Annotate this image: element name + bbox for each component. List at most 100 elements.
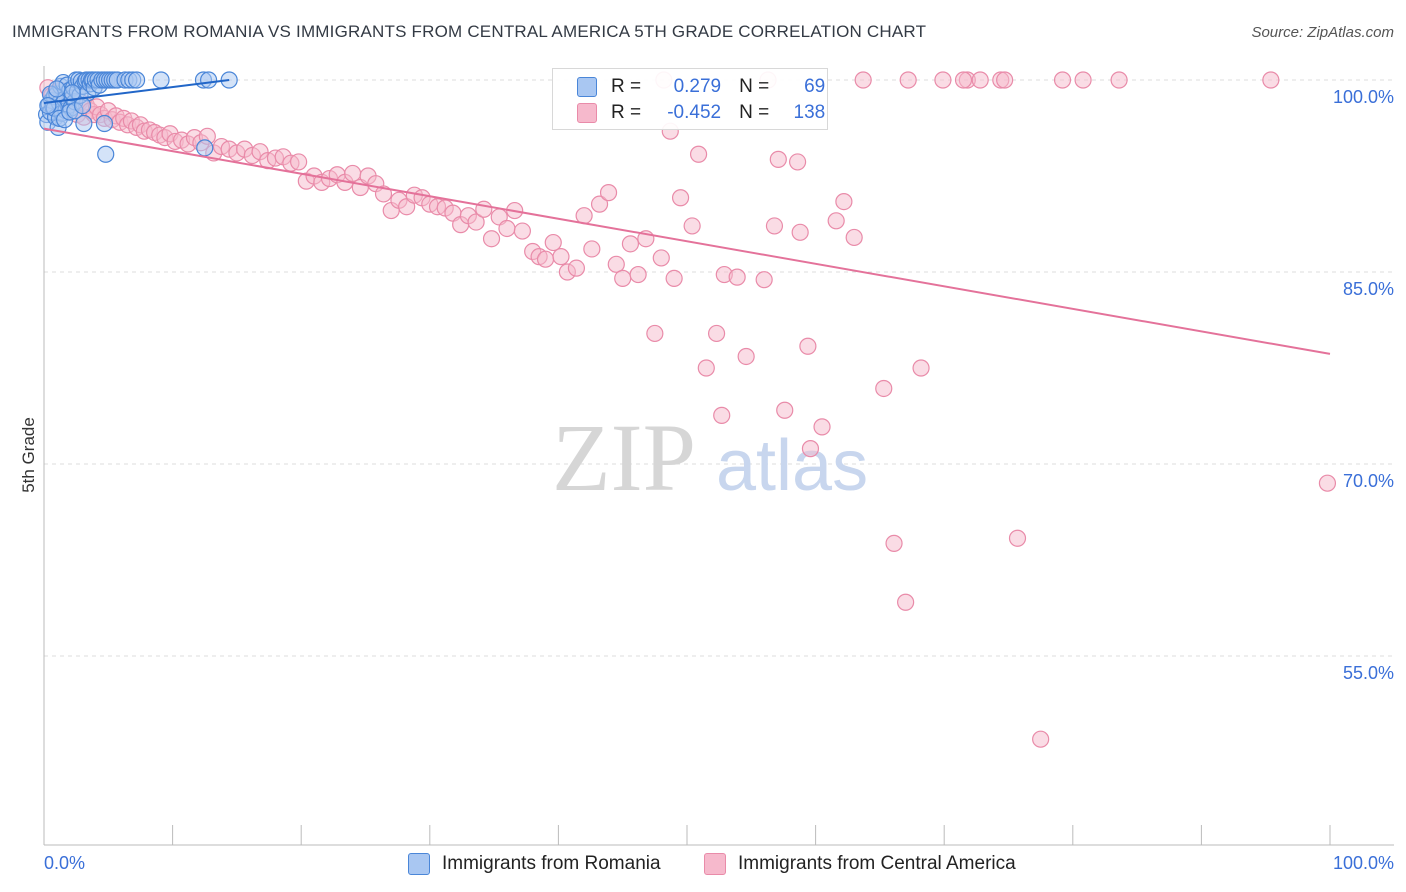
central-america-point — [567, 259, 586, 277]
central-america-point — [1318, 474, 1337, 492]
central-america-point — [665, 269, 683, 287]
central-america-point — [1262, 71, 1280, 89]
central-america-point — [590, 195, 609, 213]
legend-row-central: R = -0.452 N = 138 — [577, 100, 825, 126]
central-america-point — [1032, 730, 1050, 748]
romania-point — [39, 96, 57, 115]
central-america-point — [854, 71, 872, 89]
gridlines: 100.0% 85.0% 70.0% 55.0% — [44, 79, 1394, 683]
central-america-point — [652, 249, 670, 267]
central-america-point — [344, 164, 362, 183]
romania-point — [152, 71, 170, 89]
central-america-point — [897, 593, 915, 611]
romania-point — [196, 139, 214, 157]
central-america-point — [646, 324, 664, 343]
central-america-point — [599, 184, 618, 202]
y-tick-label: 85.0% — [1343, 279, 1394, 299]
central-america-point — [1110, 71, 1128, 89]
central-america-point — [629, 265, 647, 284]
legend-row-romania: R = 0.279 N = 69 — [577, 74, 825, 100]
romania-point — [95, 114, 114, 133]
central-america-point — [552, 248, 570, 266]
romania-trend-line — [43, 79, 230, 105]
bottom-legend-label-romania: Immigrants from Romania — [442, 853, 661, 874]
central-america-point — [607, 255, 625, 273]
central-america-point — [697, 359, 715, 377]
romania-point — [200, 71, 218, 89]
central-america-point — [621, 235, 640, 253]
legend-swatch-central — [577, 103, 597, 123]
central-america-point — [544, 233, 562, 252]
bottom-legend-swatch-romania — [408, 853, 430, 875]
romania-point — [63, 84, 81, 102]
central-america-point — [707, 324, 726, 343]
legend-n-label: N = — [739, 102, 770, 123]
central-america-point — [813, 418, 831, 436]
central-america-point — [788, 153, 807, 171]
central-america-point — [835, 193, 853, 211]
romania-point — [48, 80, 66, 98]
central-america-point — [737, 347, 755, 366]
central-america-point — [971, 71, 989, 89]
y-tick-label: 100.0% — [1333, 87, 1394, 107]
correlation-legend: R = 0.279 N = 69 R = -0.452 N = 138 — [552, 68, 828, 130]
central-america-point — [475, 200, 493, 218]
central-america-point — [513, 222, 531, 240]
legend-r-value-central: -0.452 — [667, 102, 722, 123]
central-america-point — [934, 71, 952, 89]
romania-point — [75, 114, 93, 133]
x-tick-label-min: 0.0% — [44, 853, 85, 873]
central-america-point — [996, 71, 1014, 89]
legend-n-label: N = — [739, 76, 770, 97]
central-america-point — [755, 271, 773, 289]
y-tick-label: 70.0% — [1343, 471, 1394, 491]
central-america-point — [791, 223, 809, 241]
bottom-legend-swatch-central — [704, 853, 726, 875]
legend-r-label: R = — [611, 102, 642, 123]
central-america-point — [1008, 529, 1027, 547]
central-america-point — [728, 268, 746, 286]
central-america-point — [583, 240, 601, 258]
central-america-point — [875, 379, 893, 398]
source-label: Source: ZipAtlas.com — [1251, 24, 1394, 41]
chart-title: IMMIGRANTS FROM ROMANIA VS IMMIGRANTS FR… — [12, 22, 927, 41]
central-america-point — [827, 212, 845, 230]
central-america-point — [954, 71, 973, 89]
y-axis-label: 5th Grade — [19, 417, 38, 493]
central-america-point — [671, 189, 690, 207]
central-america-point — [482, 230, 501, 248]
romania-points — [37, 71, 238, 163]
bottom-legend-central[interactable]: Immigrants from Central America — [704, 852, 1016, 876]
y-tick-label: 55.0% — [1343, 663, 1394, 683]
central-america-point — [683, 217, 701, 235]
central-america-point — [290, 153, 308, 171]
central-america-point — [1074, 71, 1092, 89]
central-america-point — [536, 250, 555, 268]
central-america-point — [765, 217, 784, 235]
axes — [43, 66, 1394, 846]
watermark-atlas: atlas — [716, 426, 868, 506]
central-america-trend-line — [43, 127, 1331, 355]
watermark-zip: ZIP — [552, 404, 696, 511]
central-america-point — [899, 71, 917, 89]
central-america-point — [769, 150, 787, 168]
legend-n-value-romania: 69 — [804, 76, 826, 97]
legend-n-value-central: 138 — [793, 102, 826, 123]
legend-swatch-romania — [577, 77, 597, 97]
central-america-point — [614, 269, 632, 287]
central-america-point — [885, 534, 903, 552]
central-america-point — [713, 406, 731, 424]
romania-point — [97, 145, 115, 163]
central-america-point — [374, 185, 393, 203]
romania-point — [127, 71, 146, 89]
central-america-point — [799, 337, 817, 355]
central-america-point — [467, 213, 485, 231]
legend-r-label: R = — [611, 76, 642, 97]
central-america-point — [845, 228, 863, 247]
central-america-point — [912, 359, 930, 377]
bottom-legend-romania[interactable]: Immigrants from Romania — [408, 852, 661, 876]
trend-lines — [43, 79, 1331, 355]
central-america-point — [689, 145, 708, 163]
legend-r-value-romania: 0.279 — [673, 76, 722, 97]
